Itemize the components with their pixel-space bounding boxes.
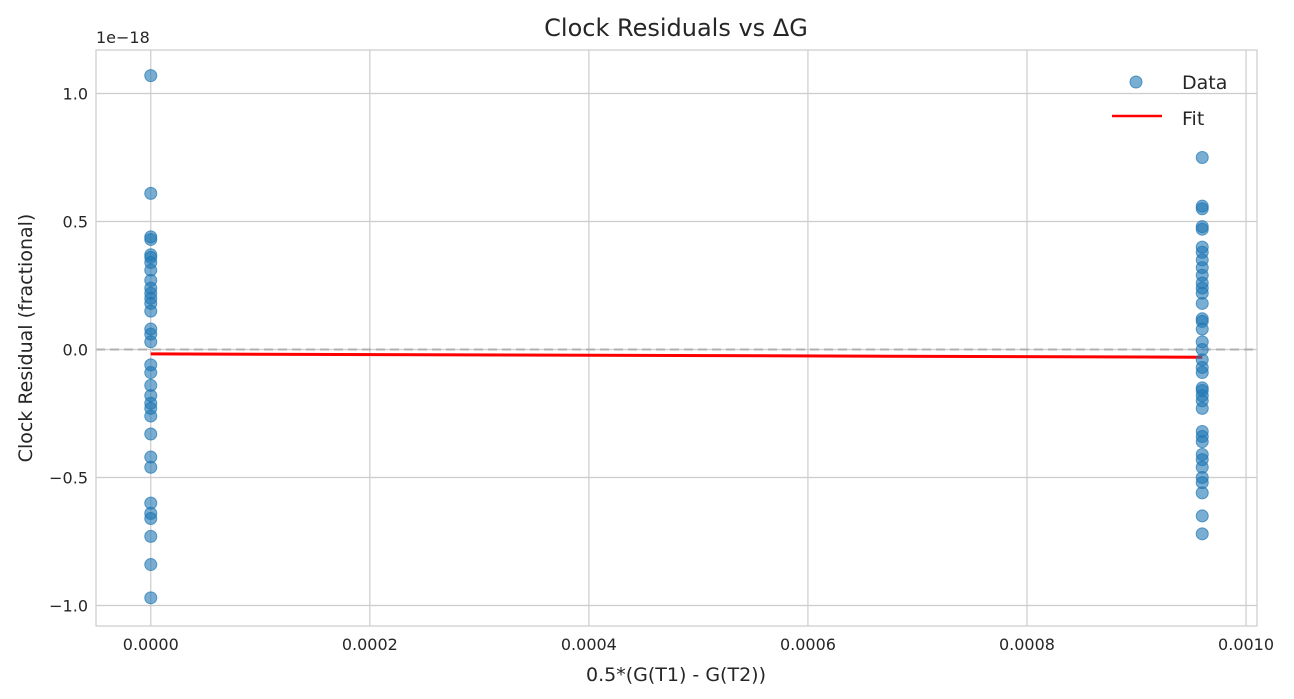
data-point (144, 427, 158, 441)
data-series (144, 69, 1209, 605)
data-point (1195, 322, 1209, 336)
data-point (144, 409, 158, 423)
x-tick-label: 0.0010 (1218, 635, 1274, 654)
data-point (144, 366, 158, 380)
data-point (1195, 435, 1209, 449)
fit-line (150, 352, 1203, 359)
data-point (144, 186, 158, 200)
legend-fit-label: Fit (1182, 108, 1204, 130)
x-tick-label: 0.0008 (999, 635, 1055, 654)
fit-series (150, 352, 1203, 359)
data-point (1195, 401, 1209, 415)
x-axis-label: 0.5*(G(T1) - G(T2)) (586, 664, 766, 686)
data-point (144, 558, 158, 572)
data-point (1195, 151, 1209, 165)
x-tick-label: 0.0002 (342, 635, 398, 654)
y-tick-label: 1.0 (63, 85, 88, 104)
x-tick-label: 0.0000 (123, 635, 179, 654)
x-tick-label: 0.0006 (780, 635, 836, 654)
x-axis-ticks: 0.0000 0.0002 0.0004 0.0006 0.0008 0.0010 (123, 635, 1274, 654)
plot-frame (95, 49, 1258, 627)
grid (96, 50, 1257, 626)
y-axis-ticks: −1.0 −0.5 0.0 0.5 1.0 (49, 85, 88, 616)
data-point (144, 335, 158, 349)
y-tick-label: −0.5 (49, 469, 88, 488)
data-point (1195, 527, 1209, 541)
y-tick-label: 0.0 (63, 341, 88, 360)
data-point (144, 511, 158, 525)
data-point (144, 232, 158, 246)
y-tick-label: 0.5 (63, 213, 88, 232)
y-axis-label: Clock Residual (fractional) (15, 214, 37, 463)
data-point (1195, 486, 1209, 500)
data-point (1195, 509, 1209, 523)
data-point (144, 304, 158, 318)
legend: Data Fit (1112, 72, 1227, 130)
legend-data-marker (1129, 75, 1143, 89)
data-point (144, 529, 158, 543)
data-point (144, 460, 158, 474)
data-point (144, 591, 158, 605)
data-point (1195, 222, 1209, 236)
data-point (1195, 366, 1209, 380)
chart-title: Clock Residuals vs ΔG (544, 14, 808, 42)
legend-data-label: Data (1182, 72, 1227, 94)
data-point (1195, 296, 1209, 310)
data-point (1195, 202, 1209, 216)
data-point (144, 69, 158, 83)
x-tick-label: 0.0004 (561, 635, 617, 654)
y-tick-label: −1.0 (49, 597, 88, 616)
y-axis-offset-label: 1e−18 (96, 28, 150, 47)
